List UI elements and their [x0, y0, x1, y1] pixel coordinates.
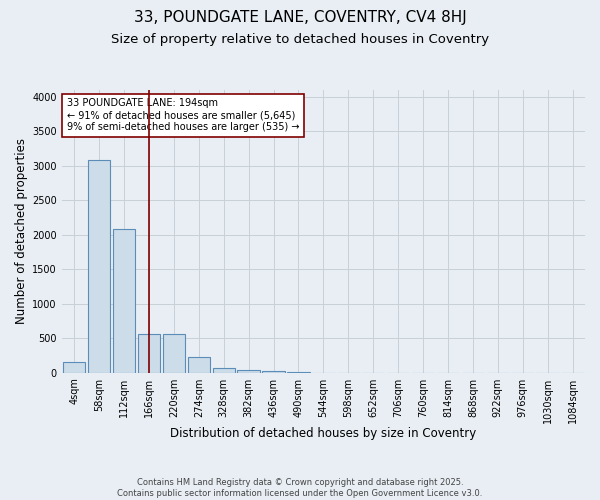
- Bar: [138, 334, 160, 372]
- Y-axis label: Number of detached properties: Number of detached properties: [15, 138, 28, 324]
- Bar: [262, 370, 285, 372]
- Text: Size of property relative to detached houses in Coventry: Size of property relative to detached ho…: [111, 32, 489, 46]
- Bar: [238, 370, 260, 372]
- Text: 33, POUNDGATE LANE, COVENTRY, CV4 8HJ: 33, POUNDGATE LANE, COVENTRY, CV4 8HJ: [134, 10, 466, 25]
- Bar: [113, 230, 135, 372]
- X-axis label: Distribution of detached houses by size in Coventry: Distribution of detached houses by size …: [170, 427, 476, 440]
- Bar: [212, 368, 235, 372]
- Bar: [88, 160, 110, 372]
- Bar: [163, 334, 185, 372]
- Bar: [63, 362, 85, 372]
- Text: 33 POUNDGATE LANE: 194sqm
← 91% of detached houses are smaller (5,645)
9% of sem: 33 POUNDGATE LANE: 194sqm ← 91% of detac…: [67, 98, 299, 132]
- Text: Contains HM Land Registry data © Crown copyright and database right 2025.
Contai: Contains HM Land Registry data © Crown c…: [118, 478, 482, 498]
- Bar: [188, 357, 210, 372]
